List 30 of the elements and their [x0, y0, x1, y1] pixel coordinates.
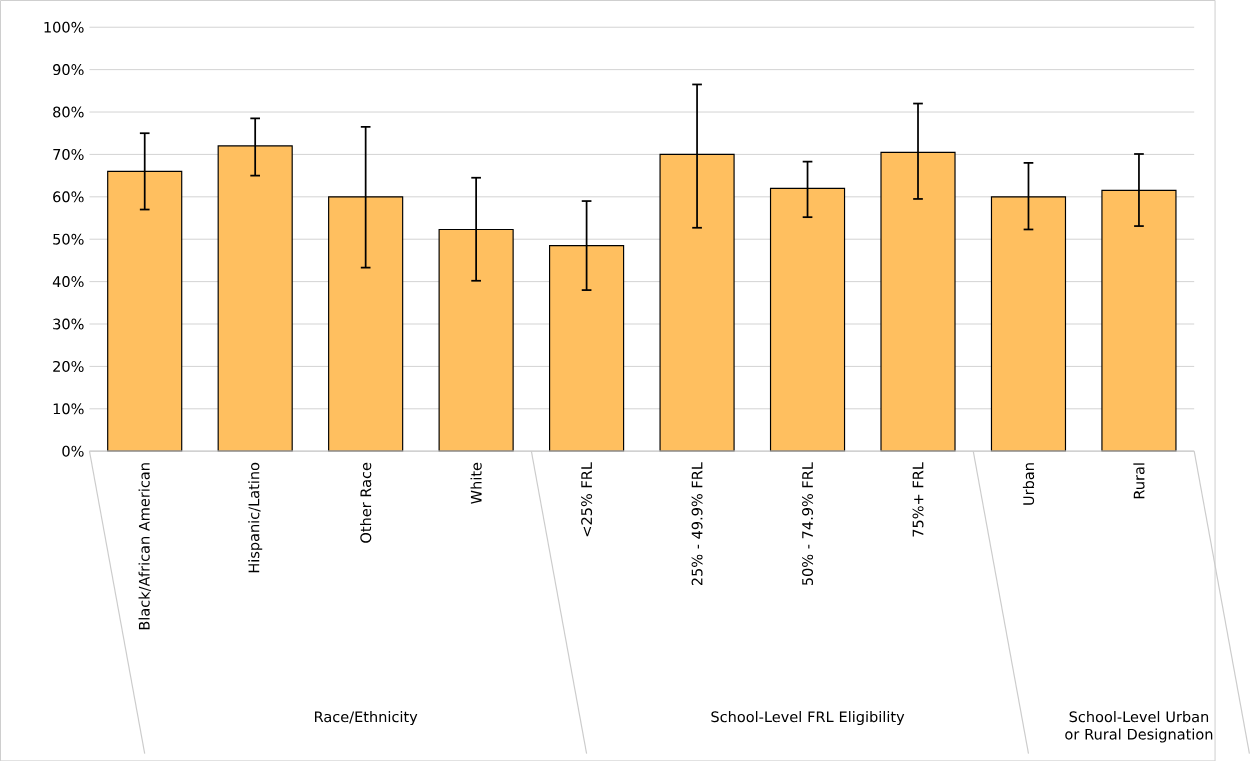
bar: [769, 187, 846, 452]
y-tick-label: 30%: [53, 318, 84, 330]
bar: [659, 153, 735, 452]
x-tick-label: White: [470, 462, 482, 504]
bar: [880, 151, 956, 452]
x-tick-label: 50% - 74.9% FRL: [802, 461, 814, 585]
y-tick-label: 60%: [53, 191, 84, 203]
x-tick-label: Black/African American: [138, 463, 151, 630]
x-tick-label: Urban: [1022, 463, 1035, 505]
text: Race/Ethnicity: [314, 710, 418, 725]
y-tick-label: 10%: [53, 403, 84, 415]
y-tick-label: 80%: [53, 106, 84, 118]
x-tick-label: <25% FRL: [581, 461, 593, 536]
bar: [107, 170, 183, 452]
bar: [1101, 189, 1177, 452]
x-tick-label: 25% - 49.9% FRL: [691, 461, 703, 585]
x-tick-label: 75%+ FRL: [912, 461, 924, 537]
y-tick-label: 50%: [53, 233, 84, 245]
y-tick-label: 100%: [44, 21, 84, 33]
x-tick-label: Rural: [1133, 463, 1145, 498]
text: School-Level FRL Eligibility: [711, 710, 905, 725]
x-tick-label: Hispanic/Latino: [248, 462, 263, 573]
y-tick-label: 70%: [53, 148, 84, 160]
x-tick-label: Other Race: [360, 462, 372, 543]
text: School-Level Urban or Rural Designation: [1065, 710, 1213, 743]
y-tick-label: 40%: [52, 275, 84, 287]
y-tick-label: 90%: [53, 63, 84, 75]
y-tick-label: 20%: [53, 360, 84, 372]
bar: [438, 228, 514, 452]
y-tick-label: 0%: [62, 445, 84, 457]
